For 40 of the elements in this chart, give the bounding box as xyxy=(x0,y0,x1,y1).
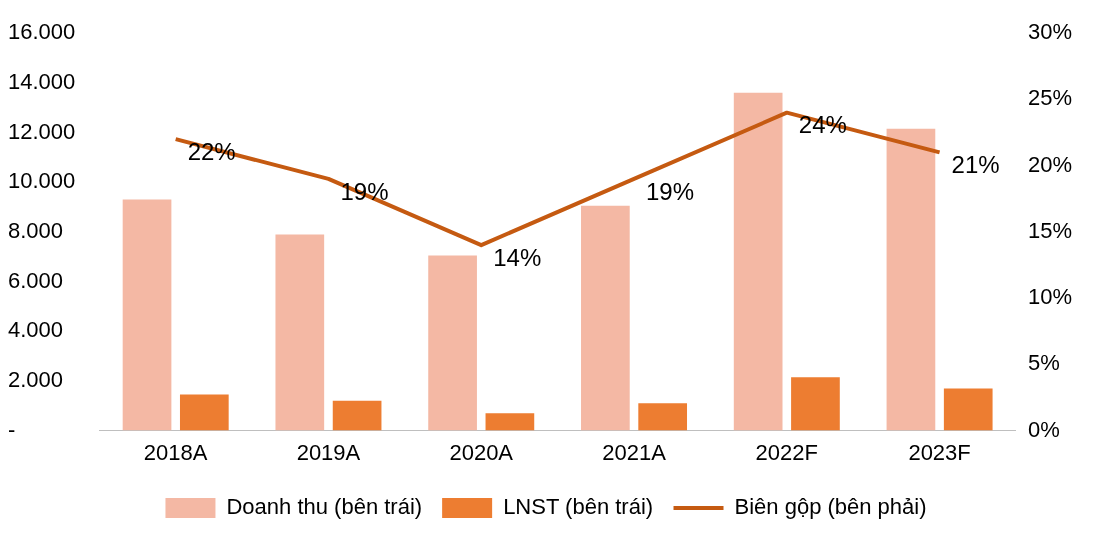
bar xyxy=(791,377,840,431)
bar xyxy=(275,234,325,431)
y2-tick-label: 10% xyxy=(1027,284,1073,310)
y-tick-label: 4.000 xyxy=(8,317,64,343)
y-tick-label: 12.000 xyxy=(8,118,76,144)
x-tick-label: 2022F xyxy=(755,439,818,465)
legend-label: Doanh thu (bên trái) xyxy=(226,494,423,520)
y-tick-label: 16.000 xyxy=(8,19,76,45)
x-tick-label: 2023F xyxy=(908,439,971,465)
bar xyxy=(638,403,688,431)
data-label: 19% xyxy=(646,177,695,205)
y-tick-label: - xyxy=(8,416,16,442)
bar xyxy=(886,128,936,431)
bar xyxy=(943,388,993,431)
bar xyxy=(122,199,172,431)
bar xyxy=(581,205,630,431)
y2-tick-label: 0% xyxy=(1027,416,1060,442)
bar xyxy=(428,255,477,431)
y2-tick-label: 20% xyxy=(1027,151,1073,177)
data-label: 21% xyxy=(951,151,1000,179)
legend-label: Biên gộp (bên phải) xyxy=(734,494,927,520)
y-tick-label: 2.000 xyxy=(8,366,64,392)
bar xyxy=(179,394,229,431)
y2-tick-label: 25% xyxy=(1027,85,1073,111)
y-tick-label: 10.000 xyxy=(8,168,76,194)
x-tick-label: 2021A xyxy=(602,439,667,465)
bar xyxy=(332,400,382,431)
legend-label: LNST (bên trái) xyxy=(503,494,654,520)
y-tick-label: 6.000 xyxy=(8,267,64,293)
x-tick-label: 2019A xyxy=(296,439,361,465)
bar xyxy=(733,92,783,431)
bar xyxy=(485,413,535,431)
x-tick-label: 2020A xyxy=(449,439,514,465)
y-tick-label: 8.000 xyxy=(8,217,64,243)
x-tick-label: 2018A xyxy=(143,439,208,465)
y2-tick-label: 30% xyxy=(1027,19,1073,45)
y-tick-label: 14.000 xyxy=(8,68,76,94)
y2-tick-label: 15% xyxy=(1027,217,1073,243)
y2-tick-label: 5% xyxy=(1027,350,1060,376)
data-label: 14% xyxy=(493,243,542,271)
